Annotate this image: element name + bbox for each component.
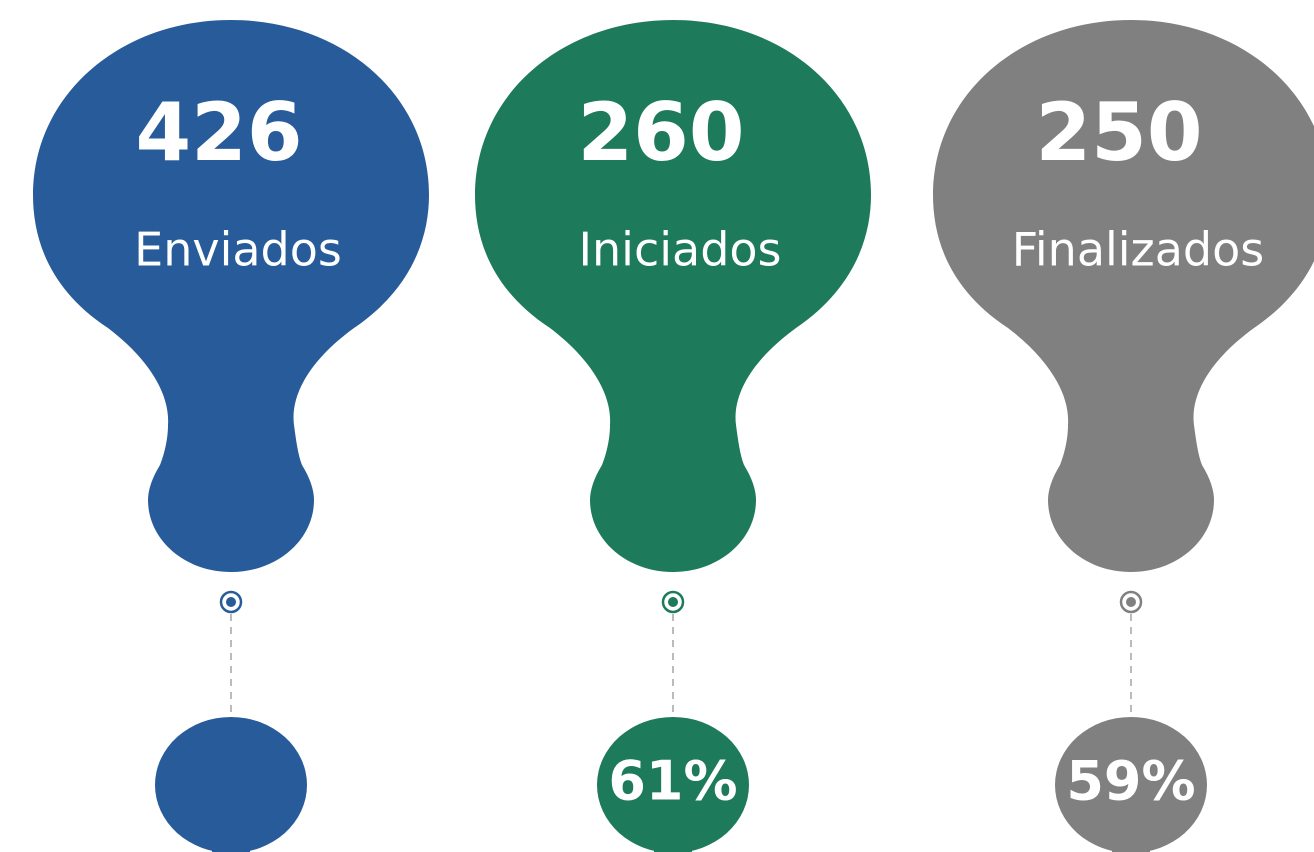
bulb (933, 20, 1314, 572)
dot (1126, 597, 1136, 607)
count: 426 (136, 86, 303, 179)
stage-label: Finalizados (1012, 223, 1264, 277)
rate-bubble (155, 717, 307, 852)
stage-label: Enviados (134, 223, 342, 277)
count: 250 (1036, 86, 1203, 179)
rate: 61% (608, 750, 737, 813)
rate-bubble (1055, 717, 1207, 852)
count: 260 (578, 86, 745, 179)
rate: 59% (1066, 750, 1195, 813)
stage-label: Iniciados (578, 223, 781, 277)
dot (226, 597, 236, 607)
dot (668, 597, 678, 607)
funnel-item: 250 Finalizados 59% (933, 20, 1314, 852)
bulb (33, 20, 429, 572)
rate-bubble (597, 717, 749, 852)
bulb (475, 20, 871, 572)
funnel-item: 260 Iniciados 61% (475, 20, 871, 852)
funnel-item: 426 Enviados (33, 20, 429, 852)
